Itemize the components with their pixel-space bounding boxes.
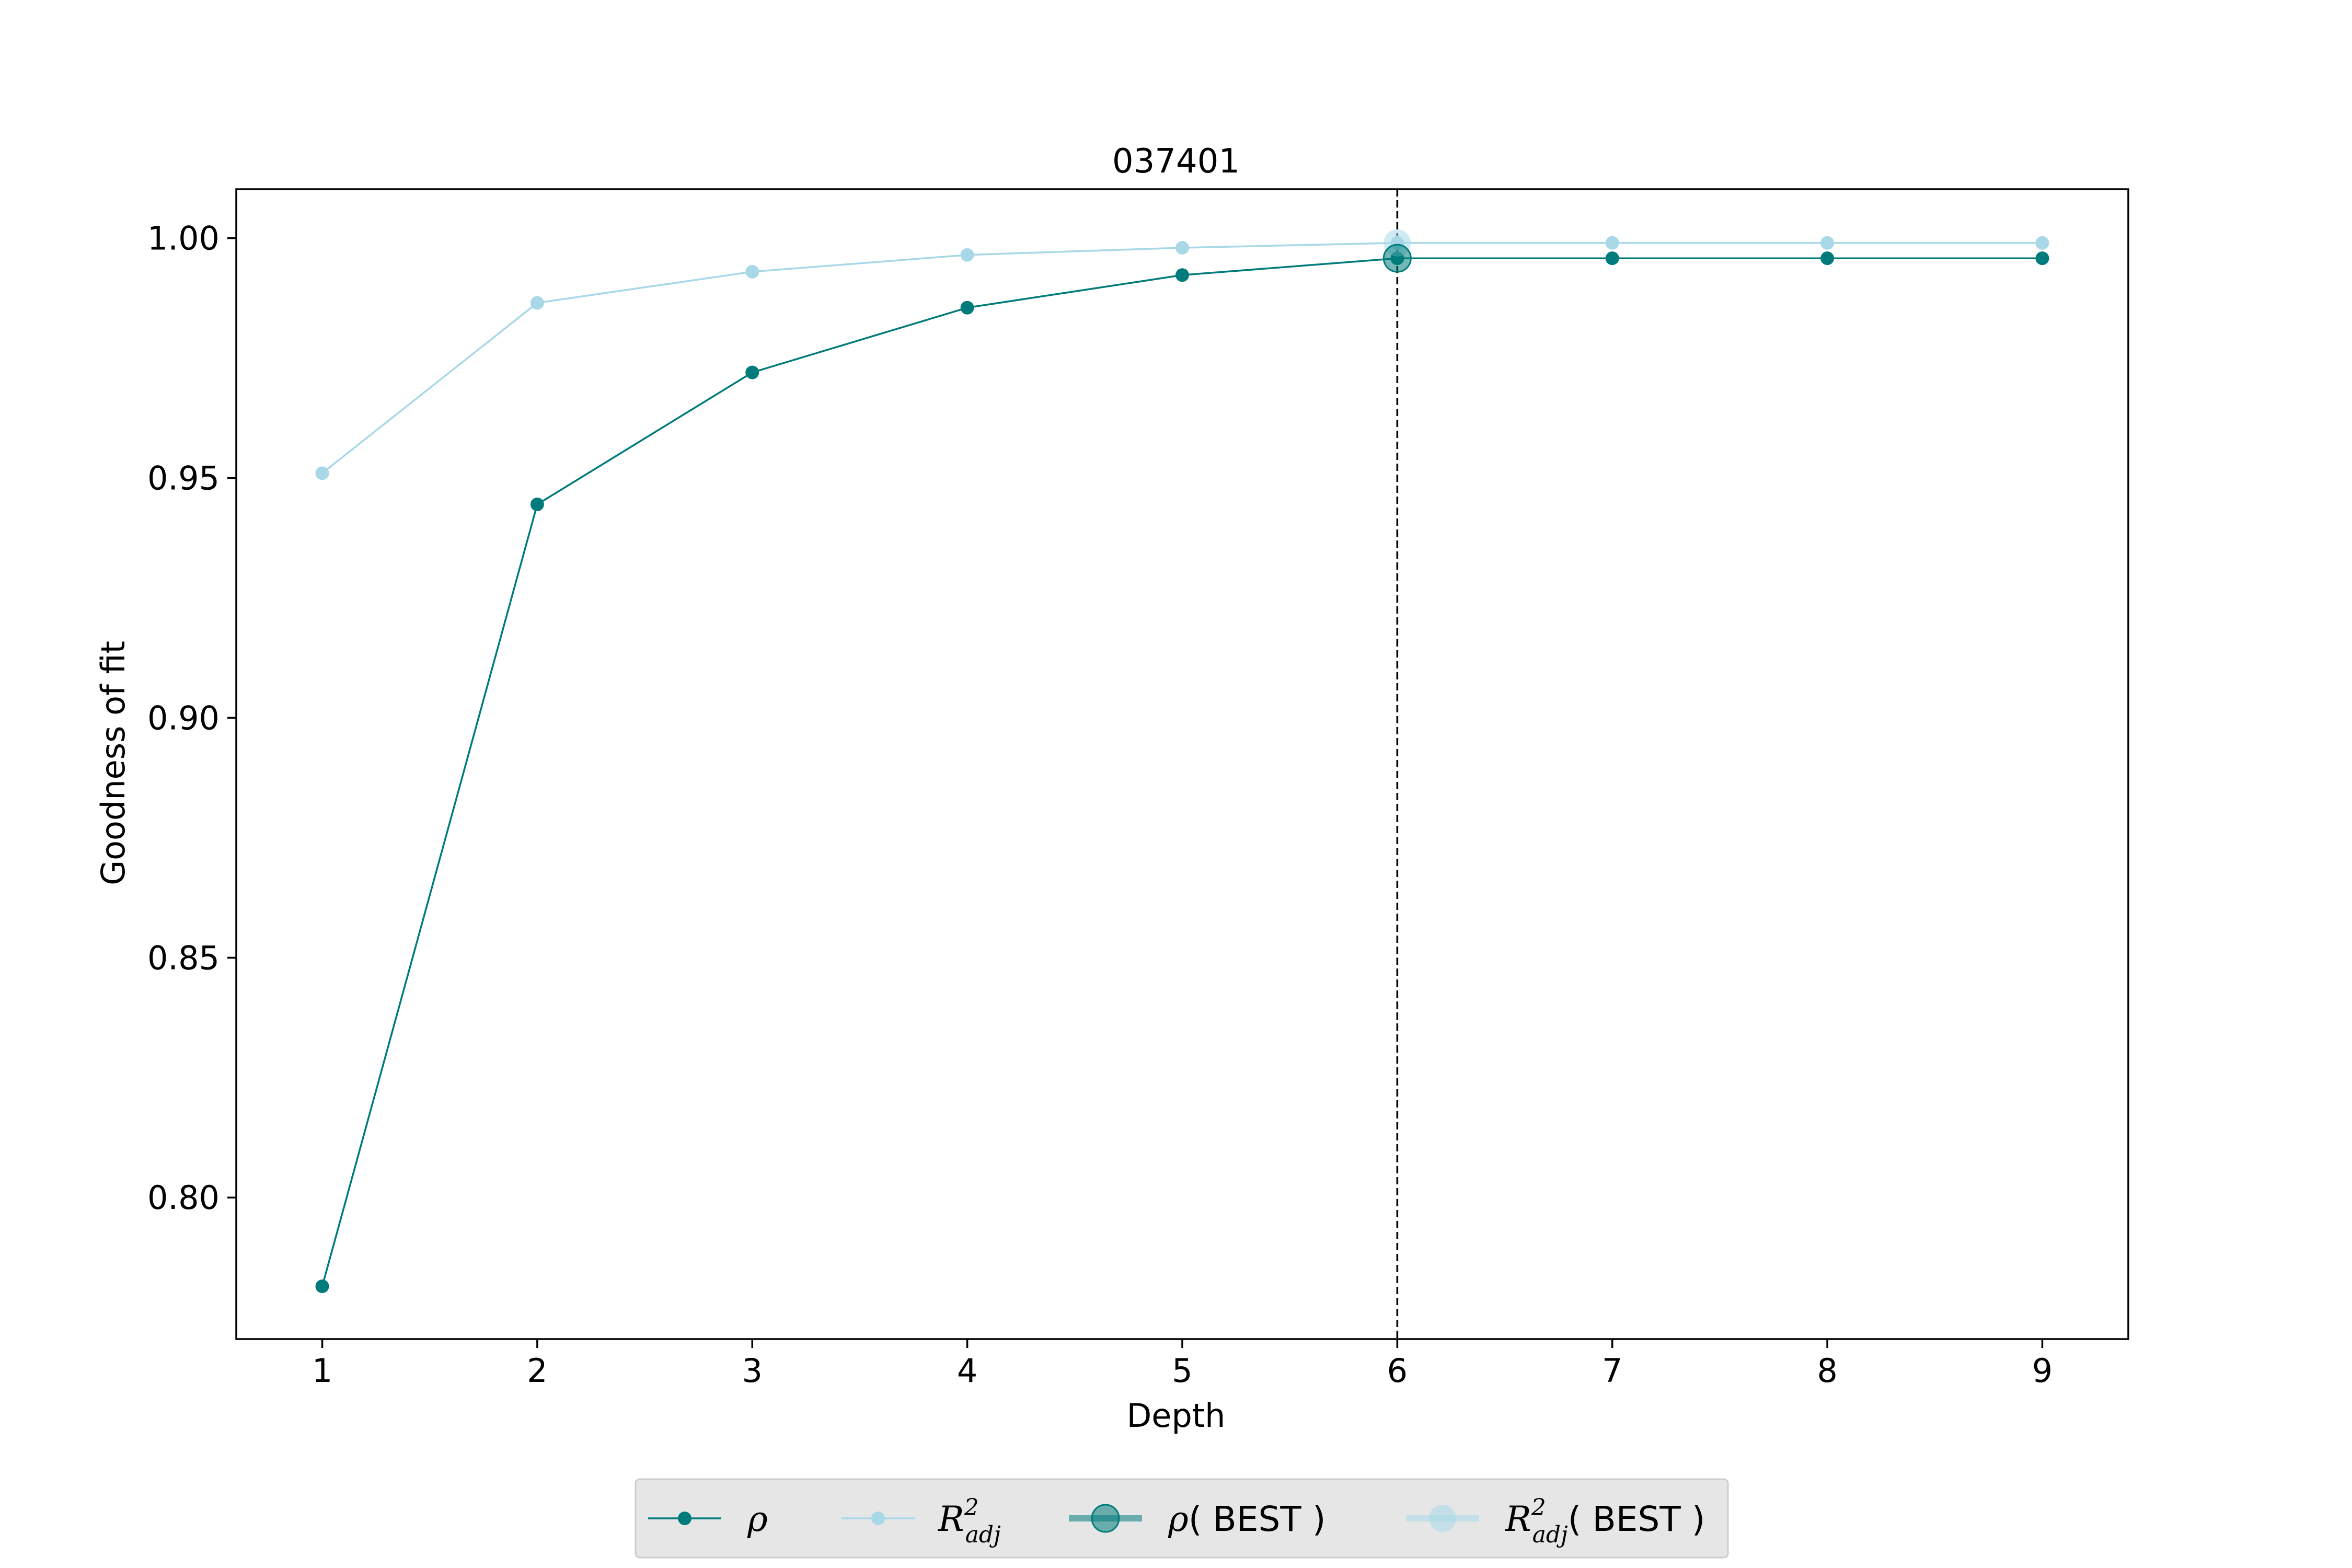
y-tick-label: 1.00	[147, 220, 220, 258]
legend-label: ρ( BEST )	[1168, 1499, 1325, 1539]
legend-label: R2 adj	[938, 1494, 1001, 1548]
series-line-rho	[321, 257, 2043, 1287]
data-point-r2adj	[745, 264, 759, 279]
legend-marker	[678, 1512, 691, 1525]
data-point-rho	[1605, 251, 1619, 266]
x-tick-label: 2	[527, 1352, 547, 1390]
x-tick-label: 8	[1817, 1352, 1837, 1390]
x-tick-label: 3	[742, 1352, 763, 1390]
best-marker-rho	[1382, 244, 1412, 273]
data-point-r2adj	[1175, 240, 1189, 255]
y-tick-label: 0.80	[147, 1179, 220, 1217]
data-point-rho	[315, 1279, 329, 1294]
data-point-r2adj	[1820, 236, 1835, 250]
x-tick-label: 7	[1602, 1352, 1622, 1390]
plot-area: 1 2 3 4 5 6 7 8 9 0.80 0.85 0.90 0.95 1.00	[147, 188, 2129, 1390]
legend-marker	[1091, 1504, 1120, 1533]
x-tick-label: 9	[2032, 1352, 2053, 1390]
data-point-r2adj	[2035, 236, 2049, 250]
legend-label: ρ	[747, 1499, 768, 1539]
data-point-rho	[2035, 251, 2049, 266]
chart-title: 037401	[1112, 142, 1240, 181]
data-point-r2adj	[530, 296, 544, 310]
y-tick-label: 0.95	[147, 459, 220, 498]
data-point-rho	[1820, 251, 1835, 266]
y-tick-label: 0.85	[147, 939, 220, 977]
legend: ρ R2 adj ρ( BEST ) R2 adj( BEST )	[635, 1478, 1729, 1559]
data-point-r2adj	[1605, 236, 1619, 250]
x-axis-label: Depth	[1127, 1397, 1226, 1435]
data-point-rho	[960, 301, 974, 315]
x-tick-label: 6	[1387, 1352, 1408, 1390]
legend-marker	[1429, 1505, 1456, 1532]
legend-marker	[871, 1512, 885, 1525]
legend-box	[635, 1478, 1729, 1559]
data-point-rho	[745, 365, 759, 379]
legend-item-rho_best: ρ( BEST )	[1069, 1499, 1325, 1539]
legend-item-rho: ρ	[648, 1499, 768, 1539]
legend-item-r2adj: R2 adj	[841, 1494, 1001, 1548]
legend-item-r2adj_best: R2 adj( BEST )	[1406, 1494, 1705, 1548]
y-tick-label: 0.90	[147, 699, 220, 737]
legend-label: R2 adj( BEST )	[1505, 1494, 1705, 1548]
y-axis-label: Goodness of fit	[94, 641, 132, 885]
data-point-r2adj	[315, 466, 329, 480]
x-tick-label: 1	[312, 1352, 332, 1390]
data-point-r2adj	[960, 248, 974, 262]
data-point-rho	[530, 498, 544, 512]
plot-frame	[235, 188, 2129, 1340]
data-point-rho	[1175, 268, 1189, 282]
x-tick-label: 4	[957, 1352, 977, 1390]
x-tick-label: 5	[1172, 1352, 1192, 1390]
